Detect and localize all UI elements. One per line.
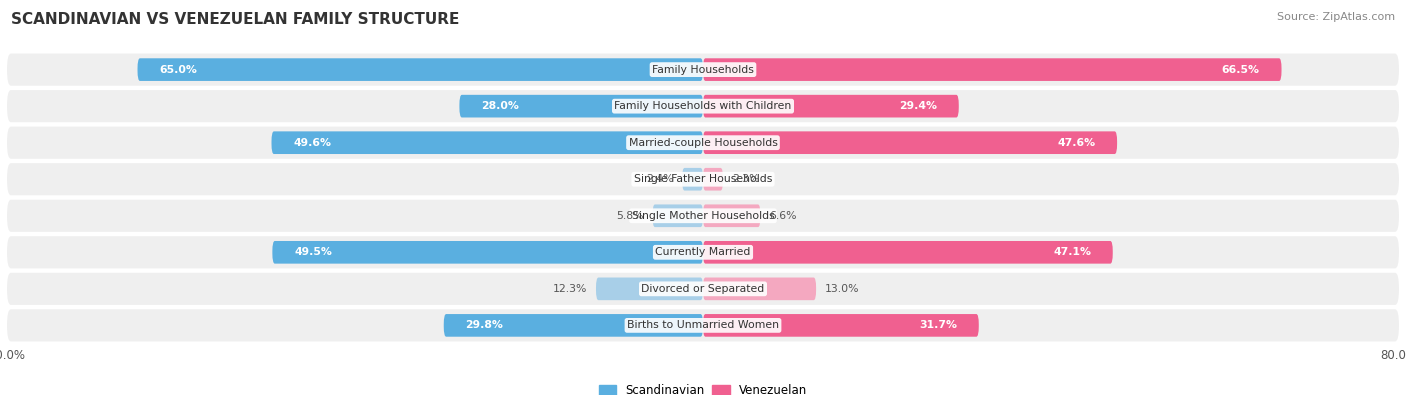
FancyBboxPatch shape — [7, 200, 1399, 232]
Text: 2.3%: 2.3% — [731, 174, 759, 184]
FancyBboxPatch shape — [7, 309, 1399, 341]
FancyBboxPatch shape — [703, 241, 1112, 263]
Text: 47.6%: 47.6% — [1057, 138, 1095, 148]
Text: Married-couple Households: Married-couple Households — [628, 138, 778, 148]
FancyBboxPatch shape — [703, 205, 761, 227]
FancyBboxPatch shape — [7, 236, 1399, 268]
FancyBboxPatch shape — [7, 54, 1399, 86]
Text: 2.4%: 2.4% — [645, 174, 673, 184]
Text: 13.0%: 13.0% — [825, 284, 859, 294]
Text: Births to Unmarried Women: Births to Unmarried Women — [627, 320, 779, 330]
Text: 47.1%: 47.1% — [1053, 247, 1091, 257]
Text: Family Households: Family Households — [652, 65, 754, 75]
Text: Currently Married: Currently Married — [655, 247, 751, 257]
FancyBboxPatch shape — [138, 58, 703, 81]
FancyBboxPatch shape — [273, 241, 703, 263]
FancyBboxPatch shape — [7, 127, 1399, 159]
Text: SCANDINAVIAN VS VENEZUELAN FAMILY STRUCTURE: SCANDINAVIAN VS VENEZUELAN FAMILY STRUCT… — [11, 12, 460, 27]
Text: 31.7%: 31.7% — [920, 320, 957, 330]
Text: 6.6%: 6.6% — [769, 211, 797, 221]
Text: Source: ZipAtlas.com: Source: ZipAtlas.com — [1277, 12, 1395, 22]
FancyBboxPatch shape — [7, 273, 1399, 305]
FancyBboxPatch shape — [682, 168, 703, 190]
FancyBboxPatch shape — [703, 95, 959, 117]
FancyBboxPatch shape — [703, 58, 1281, 81]
FancyBboxPatch shape — [271, 132, 703, 154]
Text: Single Father Households: Single Father Households — [634, 174, 772, 184]
Text: 29.8%: 29.8% — [465, 320, 503, 330]
FancyBboxPatch shape — [703, 278, 815, 300]
FancyBboxPatch shape — [7, 90, 1399, 122]
Text: 49.6%: 49.6% — [294, 138, 332, 148]
FancyBboxPatch shape — [703, 168, 723, 190]
FancyBboxPatch shape — [596, 278, 703, 300]
Text: Single Mother Households: Single Mother Households — [631, 211, 775, 221]
FancyBboxPatch shape — [652, 205, 703, 227]
Text: 5.8%: 5.8% — [616, 211, 644, 221]
Text: Family Households with Children: Family Households with Children — [614, 101, 792, 111]
FancyBboxPatch shape — [703, 132, 1118, 154]
Text: 29.4%: 29.4% — [898, 101, 936, 111]
Legend: Scandinavian, Venezuelan: Scandinavian, Venezuelan — [593, 380, 813, 395]
Text: 49.5%: 49.5% — [294, 247, 332, 257]
Text: 28.0%: 28.0% — [481, 101, 519, 111]
Text: 65.0%: 65.0% — [159, 65, 197, 75]
FancyBboxPatch shape — [703, 314, 979, 337]
FancyBboxPatch shape — [460, 95, 703, 117]
FancyBboxPatch shape — [7, 163, 1399, 195]
FancyBboxPatch shape — [444, 314, 703, 337]
Text: Divorced or Separated: Divorced or Separated — [641, 284, 765, 294]
Text: 12.3%: 12.3% — [553, 284, 588, 294]
Text: 66.5%: 66.5% — [1222, 65, 1260, 75]
